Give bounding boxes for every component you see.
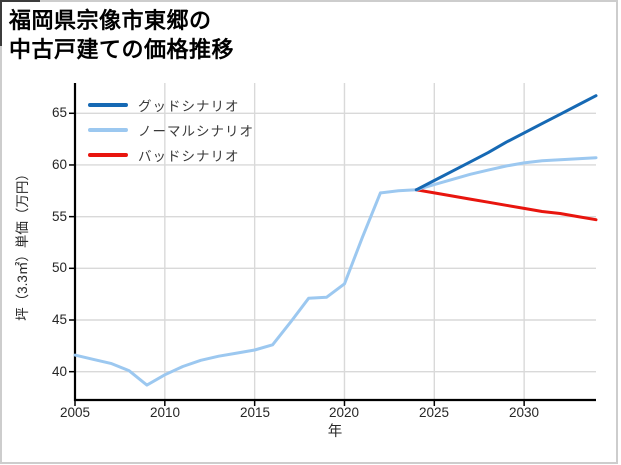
legend-row-good: グッドシナリオ [88, 92, 254, 117]
line-bad-scenario [414, 188, 598, 222]
chart-title-line2: 中古戸建ての価格推移 [9, 37, 235, 63]
chart-title: 福岡県宗像市東郷の 中古戸建ての価格推移 [9, 6, 234, 64]
legend-row-normal: ノーマルシナリオ [88, 117, 254, 142]
chart-title-line1: 福岡県宗像市東郷の [9, 8, 212, 33]
line-normal-scenario [414, 156, 598, 192]
line-historical [73, 188, 418, 387]
line-good-scenario [414, 94, 598, 192]
legend-label-good: グッドシナリオ [138, 98, 240, 114]
legend-label-normal: ノーマルシナリオ [138, 123, 254, 139]
legend-row-bad: バッドシナリオ [88, 142, 254, 167]
legend-label-bad: バッドシナリオ [138, 148, 240, 164]
x-axis-title: 年 [327, 424, 343, 440]
y-axis-title: 坪（3.3㎡）単価（万円） [15, 167, 30, 321]
legend-line-icon-bad [88, 152, 128, 157]
legend-line-icon-normal [88, 127, 128, 132]
legend: グッドシナリオ ノーマルシナリオ バッドシナリオ [88, 92, 254, 167]
legend-line-icon-good [88, 102, 128, 107]
